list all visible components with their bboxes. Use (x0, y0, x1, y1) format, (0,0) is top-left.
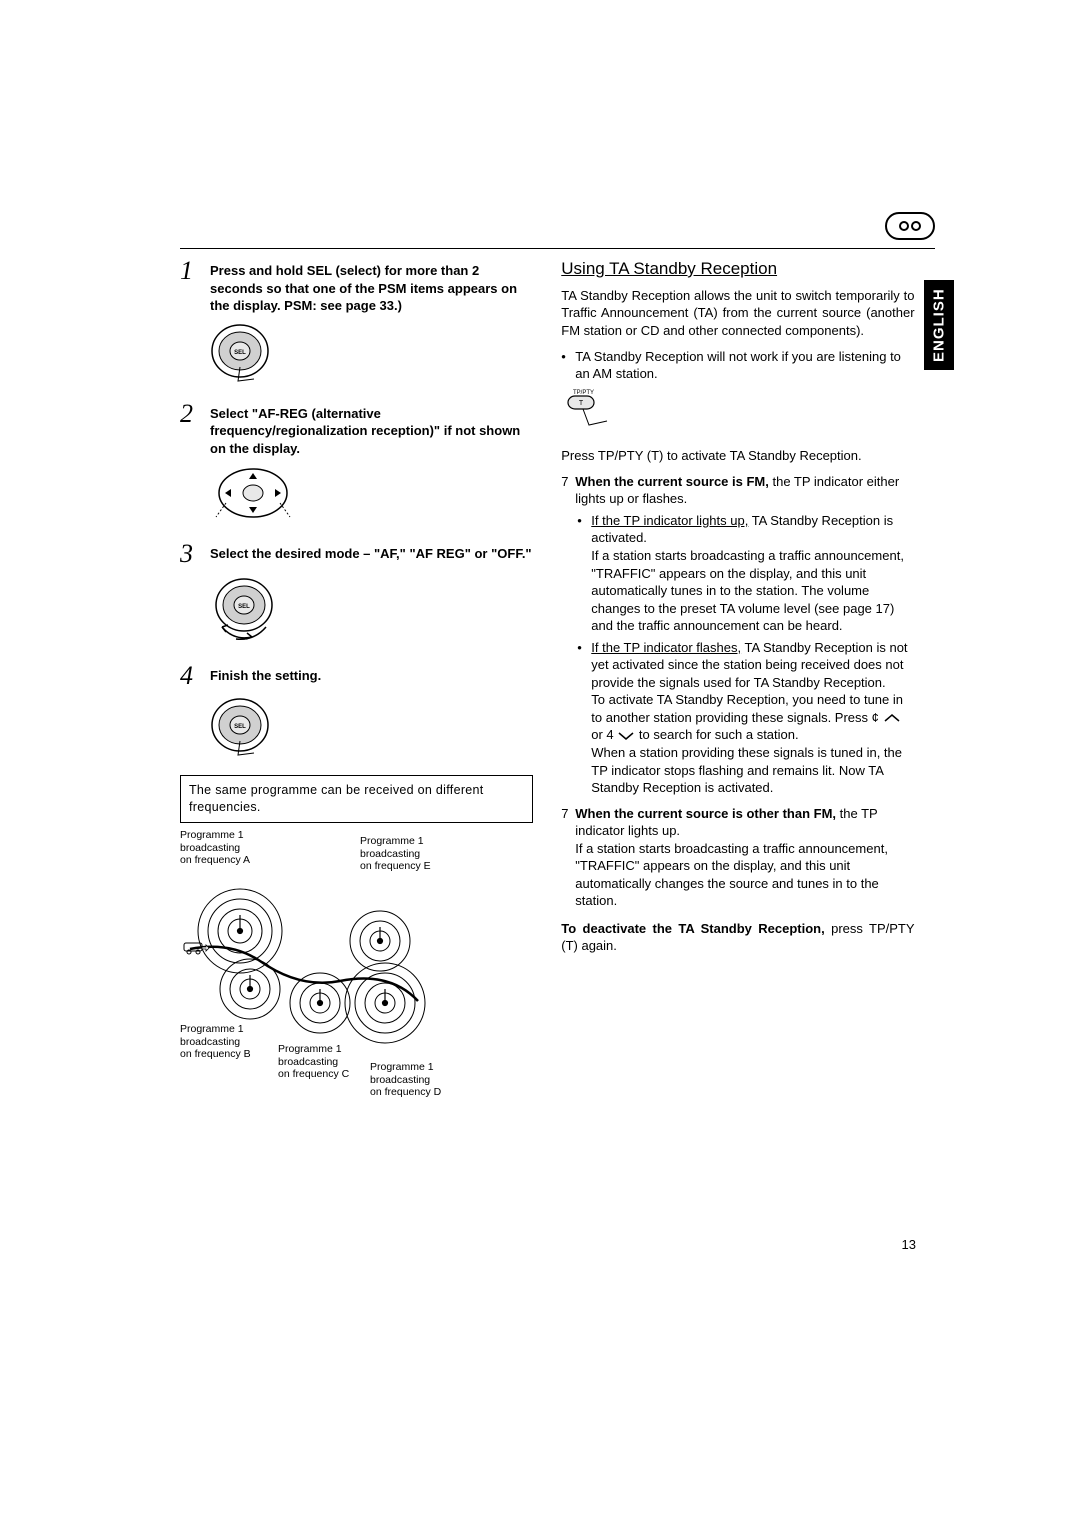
step-number: 3 (180, 541, 198, 567)
deact-bold: To deactivate the TA Standby Reception, (561, 921, 824, 936)
step-1: 1 Press and hold SEL (select) for more t… (180, 258, 533, 315)
fm-sub2-body1: To activate TA Standby Reception, you ne… (591, 692, 903, 725)
step-4: 4 Finish the setting. (180, 663, 533, 689)
frequency-diagram: Programme 1broadcastingon frequency A Pr… (180, 829, 533, 1119)
step-number: 1 (180, 258, 198, 284)
other-bold: When the current source is other than FM… (575, 806, 836, 821)
other-case: 7 When the current source is other than … (561, 805, 914, 910)
tp-pty-button-icon: TP/PTY T (565, 387, 914, 438)
note-bullet: • TA Standby Reception will not work if … (561, 348, 914, 383)
diagram-label-d: Programme 1broadcastingon frequency D (370, 1061, 441, 1099)
sel-dial-icon: SEL (208, 697, 533, 759)
step-3: 3 Select the desired mode – "AF," "AF RE… (180, 541, 533, 567)
brand-logo (885, 212, 935, 240)
fm-sub2-underline: If the TP indicator flashes, (591, 640, 741, 655)
bullet-icon: • (577, 639, 585, 797)
svg-text:SEL: SEL (234, 724, 246, 730)
bullet-icon: • (561, 348, 569, 383)
down-chevron-icon (617, 731, 635, 741)
svg-text:SEL: SEL (234, 350, 246, 356)
step-text: Select the desired mode – "AF," "AF REG"… (210, 541, 532, 563)
fm-case: 7 When the current source is FM, the TP … (561, 473, 914, 508)
diagram-label-e: Programme 1broadcastingon frequency E (360, 835, 431, 873)
bullet-num: 7 (561, 805, 569, 910)
step-2: 2 Select "AF-REG (alternative frequency/… (180, 401, 533, 458)
rotate-dial-icon: SEL (208, 575, 533, 647)
sel-dial-icon: SEL (208, 323, 533, 385)
svg-text:T: T (579, 400, 584, 407)
step-text: Select "AF-REG (alternative frequency/re… (210, 401, 533, 458)
header-rule (180, 248, 935, 249)
fm-lead: When the current source is FM, the TP in… (575, 473, 914, 508)
nav-pad-icon (208, 465, 533, 525)
section-heading: Using TA Standby Reception (561, 258, 914, 281)
fm-sub2-body1c: to search for such a station. (635, 727, 798, 742)
logo-dot-icon (899, 221, 909, 231)
svg-text:SEL: SEL (238, 604, 250, 610)
fm-sub2-body1b: or 4 (591, 727, 613, 742)
fm-sub2-body2: When a station providing these signals i… (591, 745, 902, 795)
fm-sub2: • If the TP indicator flashes, TA Standb… (577, 639, 914, 797)
up-chevron-icon (883, 713, 901, 723)
fm-sub2-text: If the TP indicator flashes, TA Standby … (591, 639, 914, 797)
intro-paragraph: TA Standby Reception allows the unit to … (561, 287, 914, 340)
svg-text:TP/PTY: TP/PTY (573, 390, 594, 396)
diagram-label-c: Programme 1broadcastingon frequency C (278, 1043, 349, 1081)
fm-sub1-text: If the TP indicator lights up, TA Standb… (591, 512, 914, 635)
step-text: Press and hold SEL (select) for more tha… (210, 258, 533, 315)
fm-lead-bold: When the current source is FM, (575, 474, 769, 489)
other-body: If a station starts broadcasting a traff… (575, 841, 888, 909)
fm-sub1: • If the TP indicator lights up, TA Stan… (577, 512, 914, 635)
page-number: 13 (902, 1237, 916, 1252)
diagram-label-a: Programme 1broadcastingon frequency A (180, 829, 250, 867)
info-box: The same programme can be received on di… (180, 775, 533, 823)
press-instruction: Press TP/PTY (T) to activate TA Standby … (561, 447, 914, 465)
bullet-icon: • (577, 512, 585, 635)
left-column: 1 Press and hold SEL (select) for more t… (180, 258, 533, 1119)
fm-sub1-body: If a station starts broadcasting a traff… (591, 548, 904, 633)
note-text: TA Standby Reception will not work if yo… (575, 348, 914, 383)
other-text: When the current source is other than FM… (575, 805, 914, 910)
fm-sub1-underline: If the TP indicator lights up, (591, 513, 748, 528)
bullet-num: 7 (561, 473, 569, 508)
page-content: 1 Press and hold SEL (select) for more t… (180, 258, 916, 1119)
deactivate: To deactivate the TA Standby Reception, … (561, 920, 914, 955)
step-number: 2 (180, 401, 198, 427)
step-text: Finish the setting. (210, 663, 321, 685)
language-tab: ENGLISH (924, 280, 954, 370)
right-column: Using TA Standby Reception TA Standby Re… (561, 258, 914, 1119)
logo-dot-icon (911, 221, 921, 231)
step-number: 4 (180, 663, 198, 689)
diagram-label-b: Programme 1broadcastingon frequency B (180, 1023, 251, 1061)
